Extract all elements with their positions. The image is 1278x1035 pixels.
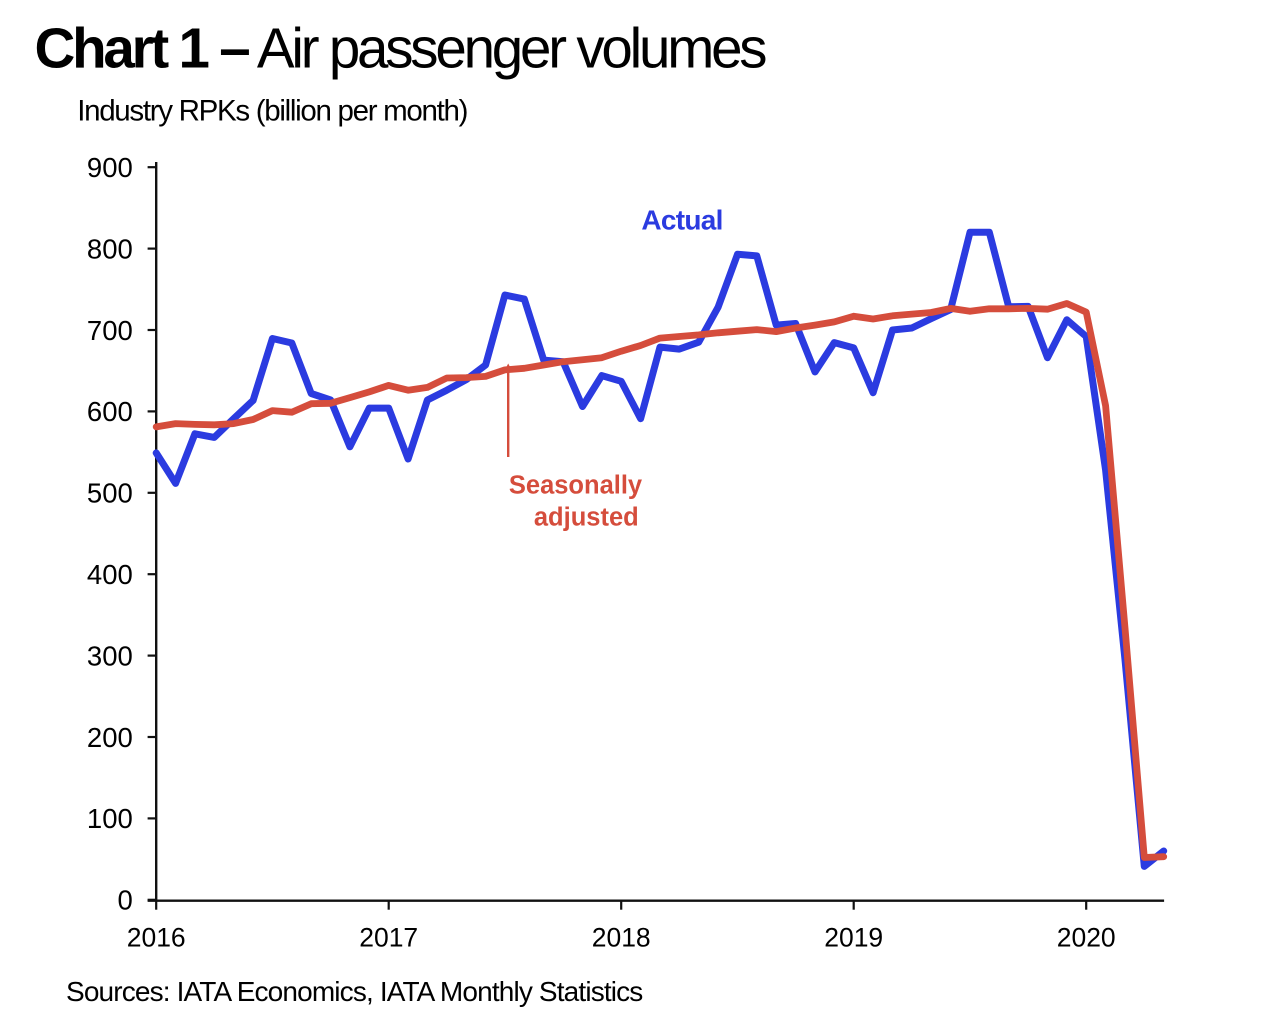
svg-text:300: 300 <box>87 640 133 671</box>
svg-text:2019: 2019 <box>824 922 883 952</box>
svg-text:2020: 2020 <box>1057 922 1116 952</box>
svg-text:600: 600 <box>87 396 133 427</box>
svg-text:2017: 2017 <box>359 922 418 952</box>
svg-text:500: 500 <box>87 478 133 509</box>
svg-text:Actual: Actual <box>641 205 722 236</box>
svg-text:Chart 1 – Air passenger volume: Chart 1 – Air passenger volumes <box>35 17 767 80</box>
svg-text:Seasonally: Seasonally <box>509 471 643 499</box>
svg-text:900: 900 <box>87 152 133 183</box>
svg-text:200: 200 <box>87 722 133 753</box>
svg-text:0: 0 <box>118 885 133 916</box>
svg-text:100: 100 <box>87 803 133 834</box>
svg-text:2016: 2016 <box>127 922 186 952</box>
svg-text:400: 400 <box>87 559 133 590</box>
svg-text:800: 800 <box>87 233 133 264</box>
svg-text:Industry RPKs (billion per mon: Industry RPKs (billion per month) <box>77 94 467 127</box>
svg-text:700: 700 <box>87 315 133 346</box>
svg-text:adjusted: adjusted <box>534 503 639 531</box>
svg-text:2018: 2018 <box>592 922 651 952</box>
svg-text:Sources: IATA Economics, IATA: Sources: IATA Economics, IATA Monthly St… <box>66 976 642 1007</box>
